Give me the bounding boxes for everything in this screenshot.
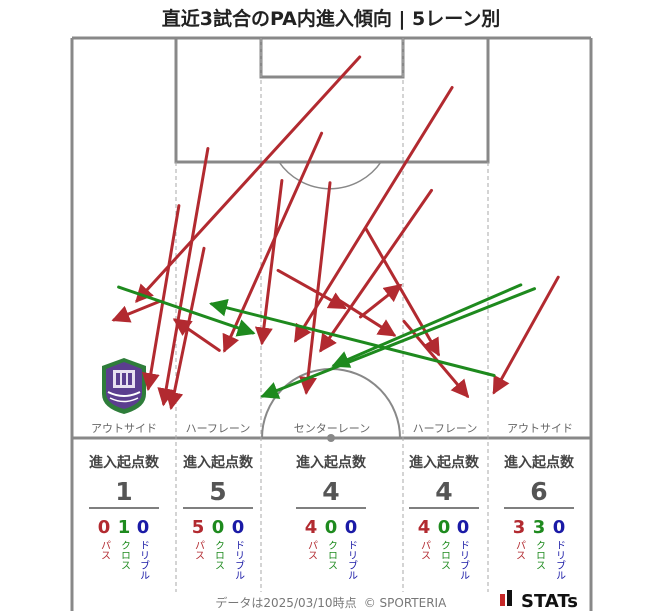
stat-dribble-count: 0 (345, 517, 358, 538)
stat-dribble-label: ドリブル (458, 540, 470, 580)
pass-arrow-4 (111, 300, 161, 323)
stat-cross-count: 0 (325, 517, 338, 538)
footer-date: データは2025/03/10時点 (215, 595, 356, 610)
lane-label-1: アウトサイド (91, 422, 157, 435)
stat-pass-label: パス (419, 540, 431, 560)
lane-stat-2: 進入起点数 5 5 0 0 パス クロス ドリブル (183, 454, 254, 580)
stat-dribble-count: 0 (457, 517, 470, 538)
stat-dribble-count: 0 (232, 517, 245, 538)
lane-label-4: ハーフレーン (413, 422, 478, 435)
stat-header: 進入起点数 (89, 454, 160, 471)
team-crest-logo (102, 358, 146, 414)
stat-pass-label: パス (514, 540, 526, 560)
stats-logo-text: STATs (521, 591, 578, 611)
lane-stat-5: 進入起点数 6 3 3 0 パス クロス ドリブル (504, 454, 575, 580)
stat-header: 進入起点数 (504, 454, 575, 471)
goal-area (259, 36, 405, 79)
stat-total: 4 (435, 477, 452, 506)
stat-cross-label: クロス (326, 540, 337, 570)
stat-header: 進入起点数 (183, 454, 254, 471)
lane-label-2: ハーフレーン (186, 422, 251, 435)
stat-total: 4 (322, 477, 339, 506)
stat-pass-label: パス (193, 540, 205, 560)
lane-stat-3: 進入起点数 4 4 0 0 パス クロス ドリブル (296, 454, 367, 580)
stat-cross-count: 0 (438, 517, 451, 538)
lane-stats: 進入起点数 1 0 1 0 パス クロス ドリブル 進入起点数 5 5 0 0 … (89, 454, 575, 580)
pass-arrow-14 (333, 296, 397, 337)
stat-pass-count: 3 (513, 517, 526, 538)
pass-arrow-1 (141, 204, 181, 392)
stat-dribble-count: 0 (553, 517, 566, 538)
stat-cross-label: クロス (119, 540, 130, 570)
lane-label-5: アウトサイド (507, 422, 573, 435)
stats-logo-mark-red (500, 594, 505, 606)
footer-copyright: © SPORTERIA (364, 596, 447, 610)
pass-arrow-11 (319, 188, 433, 353)
pass-arrow-6 (172, 318, 221, 352)
cross-arrow-2 (331, 283, 523, 368)
stat-dribble-count: 0 (137, 517, 150, 538)
pass-arrow-15 (364, 227, 440, 357)
stat-total: 1 (115, 477, 132, 506)
pitch (70, 36, 593, 611)
stat-cross-count: 3 (533, 517, 546, 538)
stat-total: 6 (530, 477, 547, 506)
stat-pass-count: 4 (305, 517, 318, 538)
stat-dribble-label: ドリブル (346, 540, 358, 580)
stat-pass-label: パス (99, 540, 111, 560)
stats-logo: STATs (500, 590, 578, 611)
stat-dribble-label: ドリブル (138, 540, 150, 580)
cross-arrow-4 (209, 298, 496, 377)
chart-title: 直近3試合のPA内進入傾向 | 5レーン別 (162, 7, 501, 30)
pass-arrow-13 (359, 283, 403, 319)
penalty-area (174, 36, 490, 164)
lane-label-3: センターレーン (294, 422, 370, 435)
cross-arrow-3 (260, 287, 536, 399)
pass-arrow-8 (254, 179, 284, 346)
cross-arrow-1 (117, 285, 256, 337)
pass-arrow-16 (402, 319, 470, 399)
stat-dribble-label: ドリブル (233, 540, 245, 580)
lane-labels: アウトサイド ハーフレーン センターレーン ハーフレーン アウトサイド (91, 422, 573, 435)
stat-cross-label: クロス (213, 540, 224, 570)
pass-arrow-10 (276, 268, 347, 310)
stat-header: 進入起点数 (409, 454, 480, 471)
pass-arrow-12 (294, 86, 454, 343)
pass-arrow-7 (135, 55, 362, 303)
stat-cross-count: 1 (118, 517, 131, 538)
center-spot (327, 434, 335, 442)
stat-pass-count: 0 (98, 517, 111, 538)
pass-arrow-17 (492, 275, 560, 395)
stat-dribble-label: ドリブル (554, 540, 566, 580)
stat-cross-label: クロス (439, 540, 450, 570)
stats-logo-mark-black (507, 590, 512, 606)
entry-arrows (111, 55, 560, 411)
lane-stat-1: 進入起点数 1 0 1 0 パス クロス ドリブル (89, 454, 160, 580)
pass-arrow-9 (299, 181, 332, 395)
stat-pass-count: 4 (418, 517, 431, 538)
stat-pass-count: 5 (192, 517, 205, 538)
lane-stat-4: 進入起点数 4 4 0 0 パス クロス ドリブル (409, 454, 480, 580)
stat-pass-label: パス (306, 540, 318, 560)
stat-cross-label: クロス (534, 540, 545, 570)
pass-arrow-2 (157, 147, 210, 407)
stat-cross-count: 0 (212, 517, 225, 538)
stat-total: 5 (209, 477, 226, 506)
stat-header: 進入起点数 (296, 454, 367, 471)
